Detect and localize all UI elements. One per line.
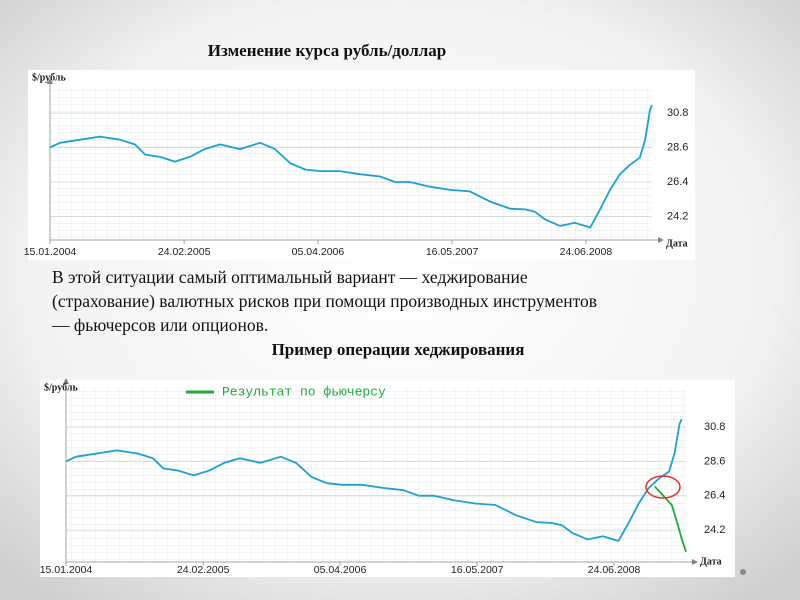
x-tick-label: 16.05.2007 bbox=[451, 564, 504, 576]
x-tick-label: 24.02.2005 bbox=[158, 246, 211, 258]
x-axis-label: Дата bbox=[666, 238, 688, 249]
x-tick-label: 24.02.2005 bbox=[177, 564, 230, 576]
x-tick-label: 24.06.2008 bbox=[560, 246, 613, 258]
y-tick-label: 30.8 bbox=[704, 421, 725, 433]
data-line bbox=[49, 104, 653, 229]
highlight-circle bbox=[645, 475, 681, 499]
y-tick-label: 28.6 bbox=[704, 455, 725, 467]
y-tick-label: 28.6 bbox=[667, 141, 688, 153]
y-axis-arrow bbox=[63, 378, 69, 384]
x-tick-label: 15.01.2004 bbox=[24, 246, 77, 258]
x-tick-label: 16.05.2007 bbox=[426, 246, 479, 258]
data-line bbox=[653, 485, 687, 553]
y-tick-label: 24.2 bbox=[704, 524, 725, 536]
data-line bbox=[65, 418, 683, 542]
x-axis-arrow bbox=[658, 237, 664, 243]
y-tick-label: 26.4 bbox=[667, 176, 688, 188]
x-axis-arrow bbox=[692, 559, 698, 565]
chart-title: Пример операции хеджирования bbox=[272, 340, 525, 359]
y-tick-label: 24.2 bbox=[667, 210, 688, 222]
x-tick-label: 05.04.2006 bbox=[292, 246, 345, 258]
y-axis-label: $/рубль bbox=[32, 72, 66, 83]
paragraph-line: — фьючерсов или опционов. bbox=[51, 315, 268, 335]
chart-title: Изменение курса рубль/доллар bbox=[208, 41, 446, 60]
x-tick-label: 15.01.2004 bbox=[40, 564, 93, 576]
x-axis-label: Дата bbox=[700, 556, 722, 567]
x-tick-label: 24.06.2008 bbox=[588, 564, 641, 576]
paragraph-line: В этой ситуации самый оптимальный вариан… bbox=[52, 267, 528, 287]
minor-grid bbox=[50, 88, 652, 240]
slide-dot bbox=[740, 569, 746, 575]
y-tick-label: 26.4 bbox=[704, 490, 725, 502]
minor-grid bbox=[66, 388, 686, 562]
y-tick-label: 30.8 bbox=[667, 107, 688, 119]
x-tick-label: 05.04.2006 bbox=[314, 564, 367, 576]
paragraph-line: (страхование) валютных рисков при помощи… bbox=[52, 291, 597, 311]
y-axis-label: $/рубль bbox=[44, 382, 78, 393]
y-axis-arrow bbox=[47, 78, 53, 84]
legend-label: Результат по фьючерсу bbox=[222, 384, 386, 399]
